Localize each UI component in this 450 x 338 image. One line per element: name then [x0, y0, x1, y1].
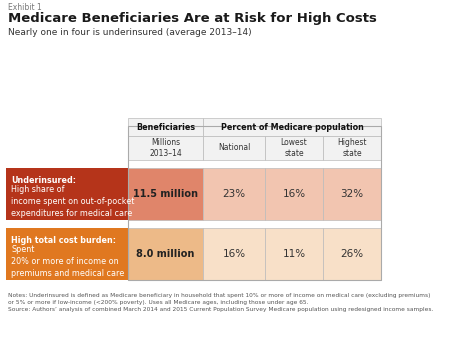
Text: Exhibit 1: Exhibit 1 — [8, 3, 42, 12]
Text: 11.5 million: 11.5 million — [133, 189, 198, 199]
FancyBboxPatch shape — [203, 168, 265, 220]
Text: 16%: 16% — [283, 189, 306, 199]
FancyBboxPatch shape — [265, 168, 323, 220]
Text: 32%: 32% — [341, 189, 364, 199]
Text: High total cost burden:: High total cost burden: — [11, 236, 116, 245]
FancyBboxPatch shape — [128, 228, 203, 280]
FancyBboxPatch shape — [203, 136, 265, 160]
Text: Lowest
state: Lowest state — [281, 138, 307, 159]
FancyBboxPatch shape — [323, 168, 381, 220]
Text: Percent of Medicare population: Percent of Medicare population — [220, 122, 364, 131]
Text: 23%: 23% — [222, 189, 246, 199]
FancyBboxPatch shape — [6, 168, 128, 220]
FancyBboxPatch shape — [128, 168, 203, 220]
Text: Nearly one in four is underinsured (average 2013–14): Nearly one in four is underinsured (aver… — [8, 28, 252, 37]
Text: Millions
2013–14: Millions 2013–14 — [149, 138, 182, 159]
Text: 11%: 11% — [283, 249, 306, 259]
Text: Notes: Underinsured is defined as Medicare beneficiary in household that spent 1: Notes: Underinsured is defined as Medica… — [8, 293, 433, 312]
Text: 8.0 million: 8.0 million — [136, 249, 195, 259]
Text: Spent
20% or more of income on
premiums and medical care: Spent 20% or more of income on premiums … — [11, 245, 124, 277]
Text: Beneficiaries: Beneficiaries — [136, 122, 195, 131]
Text: High share of
income spent on out-of-pocket
expenditures for medical care: High share of income spent on out-of-poc… — [11, 185, 135, 218]
FancyBboxPatch shape — [265, 228, 323, 280]
FancyBboxPatch shape — [6, 228, 128, 280]
FancyBboxPatch shape — [128, 136, 203, 160]
FancyBboxPatch shape — [203, 118, 381, 136]
FancyBboxPatch shape — [323, 228, 381, 280]
Text: 26%: 26% — [341, 249, 364, 259]
Text: Medicare Beneficiaries Are at Risk for High Costs: Medicare Beneficiaries Are at Risk for H… — [8, 12, 377, 25]
Text: 16%: 16% — [222, 249, 246, 259]
Text: National: National — [218, 144, 250, 152]
FancyBboxPatch shape — [203, 228, 265, 280]
FancyBboxPatch shape — [128, 118, 203, 136]
FancyBboxPatch shape — [265, 136, 323, 160]
FancyBboxPatch shape — [323, 136, 381, 160]
Text: Highest
state: Highest state — [337, 138, 367, 159]
Text: Underinsured:: Underinsured: — [11, 176, 76, 185]
